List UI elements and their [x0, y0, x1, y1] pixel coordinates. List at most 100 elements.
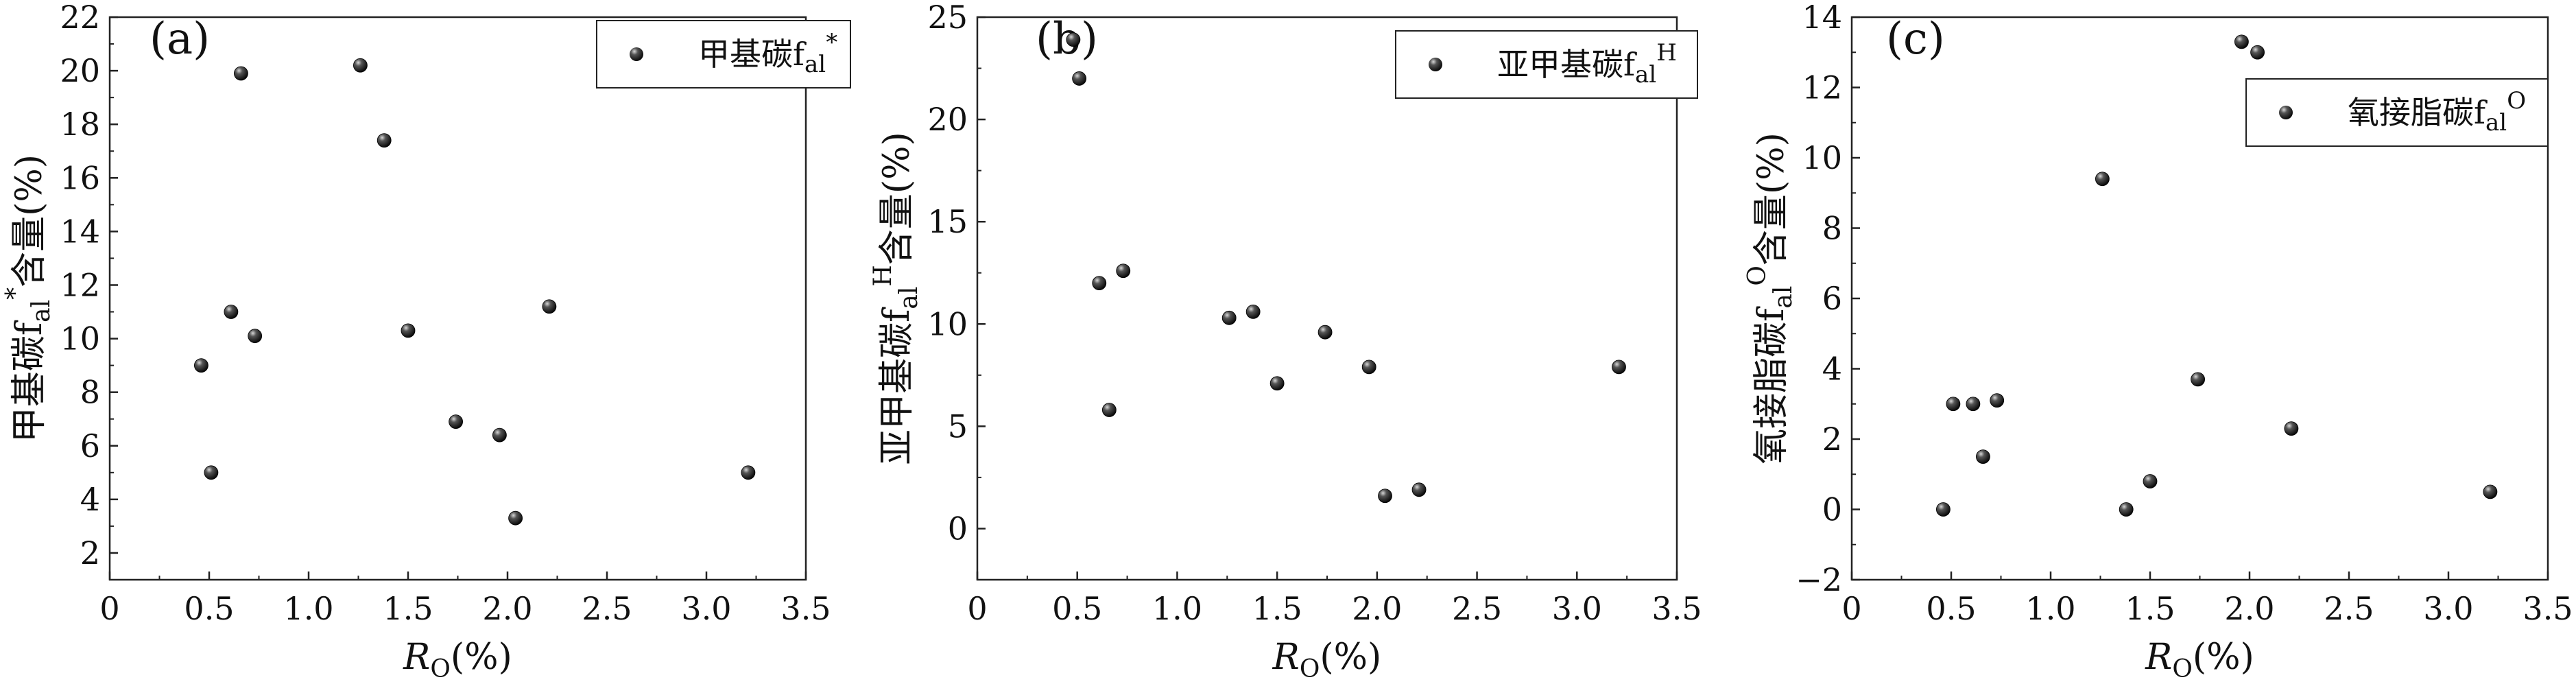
x-tick-label: 2.0	[482, 590, 532, 627]
x-axis-symbol-c: R	[2145, 637, 2172, 678]
x-tick-label: 2.0	[2224, 590, 2274, 627]
data-point	[193, 358, 208, 373]
x-axis-subscript-b: O	[1300, 655, 1320, 683]
y-axis-label-b: 亚甲基碳f	[876, 307, 918, 465]
data-point	[449, 414, 463, 429]
data-point	[1378, 488, 1392, 504]
data-point	[1066, 32, 1081, 47]
x-tick-label: 2.5	[582, 590, 632, 627]
y-axis-superscript-b: H	[869, 265, 897, 286]
y-tick-label: 2	[80, 534, 100, 572]
x-tick-label: 0	[967, 590, 987, 627]
data-point	[508, 510, 523, 526]
x-tick-label: 2.5	[1452, 590, 1502, 627]
legend-label-b: 亚甲基碳f	[1497, 46, 1637, 83]
legend-entry-a: 甲基碳fal*	[698, 29, 837, 78]
y-tick-label: 12	[1802, 69, 1842, 106]
y-tick-label: 6	[1822, 280, 1842, 317]
y-tick-label: 0	[1822, 491, 1842, 528]
y-tick-label: 18	[60, 106, 100, 143]
data-point	[1072, 71, 1087, 86]
legend-marker-b	[1429, 58, 1442, 71]
axis-ticks-a: 0 0.5 1.0 1.5 2.0 2.5 3.0 3.5 2 4 6 8 10 12 14 16 18 20 22	[60, 0, 831, 627]
x-tick-label: 1.5	[1252, 590, 1302, 627]
data-point	[1966, 397, 1981, 412]
x-axis-subscript-a: O	[430, 655, 451, 683]
legend-label-c: 氧接脂碳f	[2348, 94, 2488, 131]
x-axis-unit-a: (%)	[451, 637, 512, 678]
legend-superscript-c: O	[2507, 87, 2526, 115]
x-tick-label: 1.0	[2025, 590, 2075, 627]
data-point	[248, 329, 263, 344]
axis-ticks-b: 0 0.5 1.0 1.5 2.0 2.5 3.0 3.5 0 5 10 15 20 25	[927, 0, 1702, 627]
x-tick-label: 3.5	[1651, 590, 1702, 627]
data-point	[2483, 484, 2498, 499]
data-point	[1092, 276, 1107, 291]
y-tick-label: 16	[60, 159, 100, 196]
legend-box-b	[1395, 30, 1698, 99]
y-axis-superscript-c: O	[1743, 266, 1772, 286]
legend-entry-b: 亚甲基碳falH	[1497, 39, 1677, 89]
x-tick-label: 3.0	[1552, 590, 1602, 627]
x-tick-label: 0	[99, 590, 119, 627]
x-tick-label: 1.0	[1152, 590, 1202, 627]
y-axis-subscript-b: al	[895, 287, 923, 309]
y-tick-label: 14	[60, 213, 100, 250]
y-axis-superscript-a: *	[1, 287, 29, 300]
plot-frame-a	[108, 16, 807, 581]
y-tick-label: 14	[1802, 0, 1842, 36]
plot-frame-b	[976, 16, 1678, 581]
x-tick-label: 1.0	[283, 590, 333, 627]
data-points-c	[1935, 34, 2498, 517]
x-tick-label: 3.5	[780, 590, 831, 627]
legend-subscript-b: al	[1635, 61, 1656, 89]
y-tick-label: 10	[927, 305, 968, 342]
data-point	[2250, 45, 2265, 60]
legend-superscript-b: H	[1656, 39, 1677, 67]
y-axis-label-c: 氧接脂碳f	[1751, 306, 1792, 464]
data-points-a	[193, 58, 756, 526]
y-tick-label: 5	[948, 408, 968, 445]
data-point	[1317, 325, 1333, 340]
x-tick-label: 0.5	[1926, 590, 1976, 627]
legend-c: 氧接脂碳falO	[2245, 78, 2549, 147]
y-axis-subscript-c: al	[1769, 286, 1798, 309]
x-tick-label: 2.5	[2324, 590, 2374, 627]
data-points-b	[1066, 32, 1626, 504]
y-tick-label: 15	[927, 203, 968, 240]
x-tick-label: 3.0	[681, 590, 731, 627]
legend-subscript-c: al	[2485, 109, 2507, 137]
y-axis-label-a: 甲基碳f	[9, 320, 50, 443]
y-tick-label: 8	[1822, 210, 1842, 247]
data-point	[1245, 304, 1261, 319]
legend-box-c	[2245, 78, 2549, 147]
y-axis-title-b: 亚甲基碳falH含量(%)	[869, 132, 923, 465]
legend-subscript-a: al	[804, 51, 826, 78]
y-tick-label: 10	[1802, 139, 1842, 176]
data-point	[1116, 263, 1131, 279]
y-tick-label: 4	[1822, 351, 1842, 388]
data-point	[2119, 502, 2134, 517]
data-point	[1946, 397, 1961, 412]
y-axis-suffix-c: 含量(%)	[1751, 132, 1792, 266]
y-tick-label: 22	[60, 0, 100, 36]
panel-label-c: (c)	[1886, 14, 1945, 64]
y-tick-label: 12	[60, 266, 100, 303]
data-point	[741, 465, 756, 480]
x-tick-label: 0	[1841, 590, 1861, 627]
data-point	[1990, 393, 2005, 408]
y-tick-label: −2	[1796, 561, 1842, 598]
y-axis-suffix-b: 含量(%)	[876, 132, 918, 265]
data-point	[1935, 502, 1951, 517]
data-point	[204, 465, 219, 480]
x-tick-label: 3.5	[2523, 590, 2573, 627]
data-point	[1361, 360, 1376, 375]
data-point	[1975, 449, 1990, 464]
x-tick-label: 1.5	[2125, 590, 2175, 627]
legend-marker-c	[2279, 106, 2293, 119]
legend-a: 甲基碳fal*	[596, 20, 851, 89]
x-tick-label: 0.5	[184, 590, 234, 627]
y-tick-label: 4	[80, 481, 100, 518]
